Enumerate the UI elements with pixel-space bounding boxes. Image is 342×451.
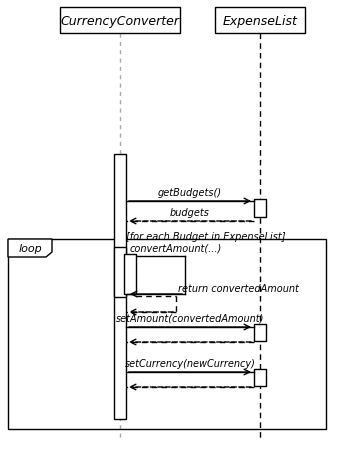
- Text: loop: loop: [18, 244, 42, 253]
- Bar: [114, 155, 126, 419]
- Bar: [254, 369, 266, 386]
- Bar: [254, 324, 266, 341]
- Text: [for each Budget in ExpenseList]: [for each Budget in ExpenseList]: [126, 231, 286, 241]
- Bar: [60, 8, 180, 34]
- Bar: [8, 239, 326, 429]
- Text: return convertedAmount: return convertedAmount: [178, 283, 299, 293]
- Bar: [114, 248, 126, 297]
- Text: ExpenseList: ExpenseList: [223, 14, 298, 28]
- Bar: [254, 199, 266, 217]
- Text: convertAmount(...): convertAmount(...): [130, 244, 222, 253]
- Text: getBudgets(): getBudgets(): [158, 188, 222, 198]
- Polygon shape: [8, 239, 52, 258]
- Text: budgets: budgets: [170, 207, 210, 217]
- Bar: [124, 254, 136, 295]
- Text: setCurrency(newCurrency): setCurrency(newCurrency): [124, 358, 255, 368]
- Text: CurrencyConverter: CurrencyConverter: [61, 14, 180, 28]
- Text: setAmount(convertedAmount): setAmount(convertedAmount): [116, 313, 264, 323]
- Bar: [215, 8, 305, 34]
